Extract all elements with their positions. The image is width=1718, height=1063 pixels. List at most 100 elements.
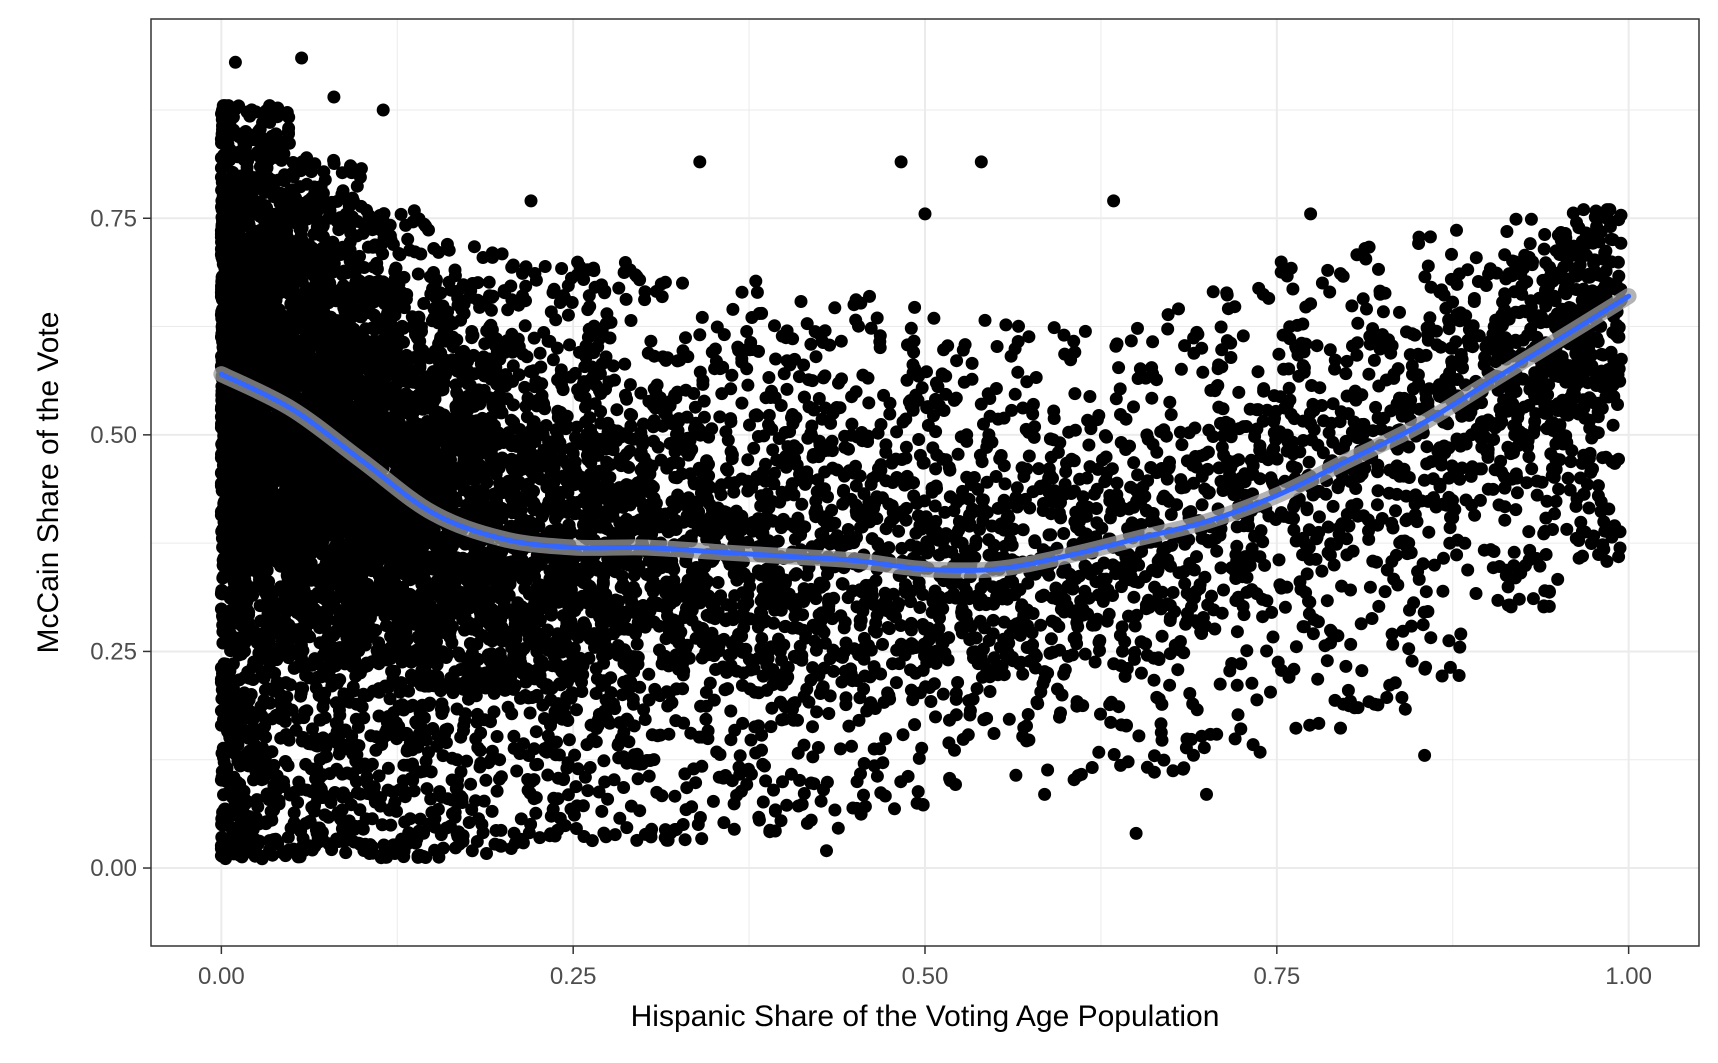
data-point [371,263,384,276]
data-point [376,818,389,831]
data-point [311,781,324,794]
data-point [320,594,333,607]
data-point [274,187,287,200]
data-point [356,700,369,713]
data-point [275,694,288,707]
data-point [387,287,400,300]
data-point [260,447,273,460]
data-point [221,336,234,349]
data-point [334,211,347,224]
data-point [239,516,252,529]
data-point [215,842,228,855]
data-point [402,556,415,569]
data-point [384,219,397,232]
data-point [358,597,371,610]
data-point [329,736,342,749]
data-point [243,110,256,123]
data-point [404,812,417,825]
data-point [374,409,387,422]
data-point [414,349,427,362]
data-point [415,458,428,471]
data-point [260,623,273,636]
data-point [411,331,424,344]
data-point [364,729,377,742]
data-point [260,498,273,511]
data-point [235,323,248,336]
data-point [331,677,344,690]
data-point [415,679,428,692]
data-point [255,528,268,541]
data-point [308,602,321,615]
data-point [277,775,290,788]
data-point [318,808,331,821]
data-point [300,391,313,404]
data-point [319,383,332,396]
data-point [381,547,394,560]
data-point [248,195,261,208]
data-point [373,313,386,326]
data-point [388,309,401,322]
data-point [330,294,343,307]
data-point [294,313,307,326]
data-point [260,598,273,611]
data-point [415,664,428,677]
data-point [220,658,233,671]
data-point [319,616,332,629]
data-point [256,257,269,270]
data-point [294,690,307,703]
data-point [237,504,250,517]
data-point [403,244,416,257]
data-point [406,774,419,787]
data-point [261,419,274,432]
data-point [247,180,260,193]
data-point [228,555,241,568]
data-point [347,195,360,208]
data-point [394,456,407,469]
data-point [269,683,282,696]
data-point [288,299,301,312]
data-point [307,473,320,486]
data-point [291,712,304,725]
data-point [272,452,285,465]
data-point [217,320,230,333]
data-point [223,731,236,744]
data-point [260,344,273,357]
data-point [240,423,253,436]
data-point [336,539,349,552]
data-point [227,847,240,860]
data-point [477,826,490,839]
data-point [317,187,330,200]
data-point [357,711,370,724]
data-point [413,728,426,741]
data-point [327,641,340,654]
data-point [400,288,413,301]
data-point [318,334,331,347]
data-point [264,297,277,310]
data-point [320,750,333,763]
data-point [320,258,333,271]
data-point [346,767,359,780]
data-point [386,501,399,514]
data-point [249,232,262,245]
data-point [249,444,262,457]
data-point [306,261,319,274]
data-point [368,382,381,395]
data-point [247,463,260,476]
data-point [399,219,412,232]
data-point [384,630,397,643]
data-point [365,788,378,801]
data-point [412,311,425,324]
data-point [333,833,346,846]
data-point [358,424,371,437]
data-point [230,598,243,611]
data-point [317,700,330,713]
data-point [390,527,403,540]
data-point [265,814,278,827]
data-point [369,525,382,538]
data-point [406,743,419,756]
data-point [319,711,332,724]
data-point [229,434,242,447]
data-point [295,539,308,552]
data-point [291,606,304,619]
